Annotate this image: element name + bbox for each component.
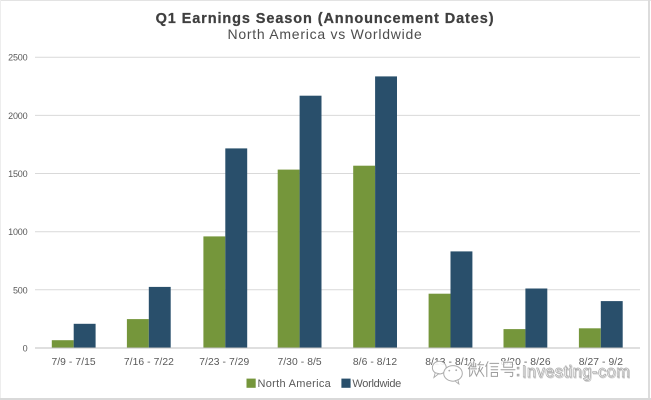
svg-text:7/30 - 8/5: 7/30 - 8/5 [277, 357, 321, 368]
svg-text:2000: 2000 [8, 111, 27, 121]
svg-text:8/13 - 8/19: 8/13 - 8/19 [425, 357, 475, 368]
svg-text:8/27 - 9/2: 8/27 - 9/2 [579, 357, 623, 368]
svg-text:Investing-com: Investing-com [522, 363, 631, 381]
svg-text:7/16 - 7/22: 7/16 - 7/22 [124, 357, 174, 368]
svg-text:Investing-com: Investing-com [523, 364, 632, 382]
svg-text:7/9 - 7/15: 7/9 - 7/15 [51, 357, 95, 368]
svg-text:North America: North America [258, 378, 332, 390]
svg-text:1500: 1500 [8, 169, 27, 179]
svg-text:1000: 1000 [8, 227, 27, 237]
svg-text:500: 500 [13, 285, 28, 295]
svg-text:0: 0 [23, 344, 28, 354]
svg-text:7/23 - 7/29: 7/23 - 7/29 [199, 357, 249, 368]
svg-text:Worldwide: Worldwide [352, 378, 401, 390]
svg-text:8/20 - 8/26: 8/20 - 8/26 [501, 357, 551, 368]
svg-text:8/6 - 8/12: 8/6 - 8/12 [353, 357, 397, 368]
svg-text:2500: 2500 [8, 53, 27, 63]
svg-text:Q1 Earnings Season (Announceme: Q1 Earnings Season (Announcement Dates) [156, 11, 495, 27]
svg-text:North America vs Worldwide: North America vs Worldwide [227, 26, 422, 42]
